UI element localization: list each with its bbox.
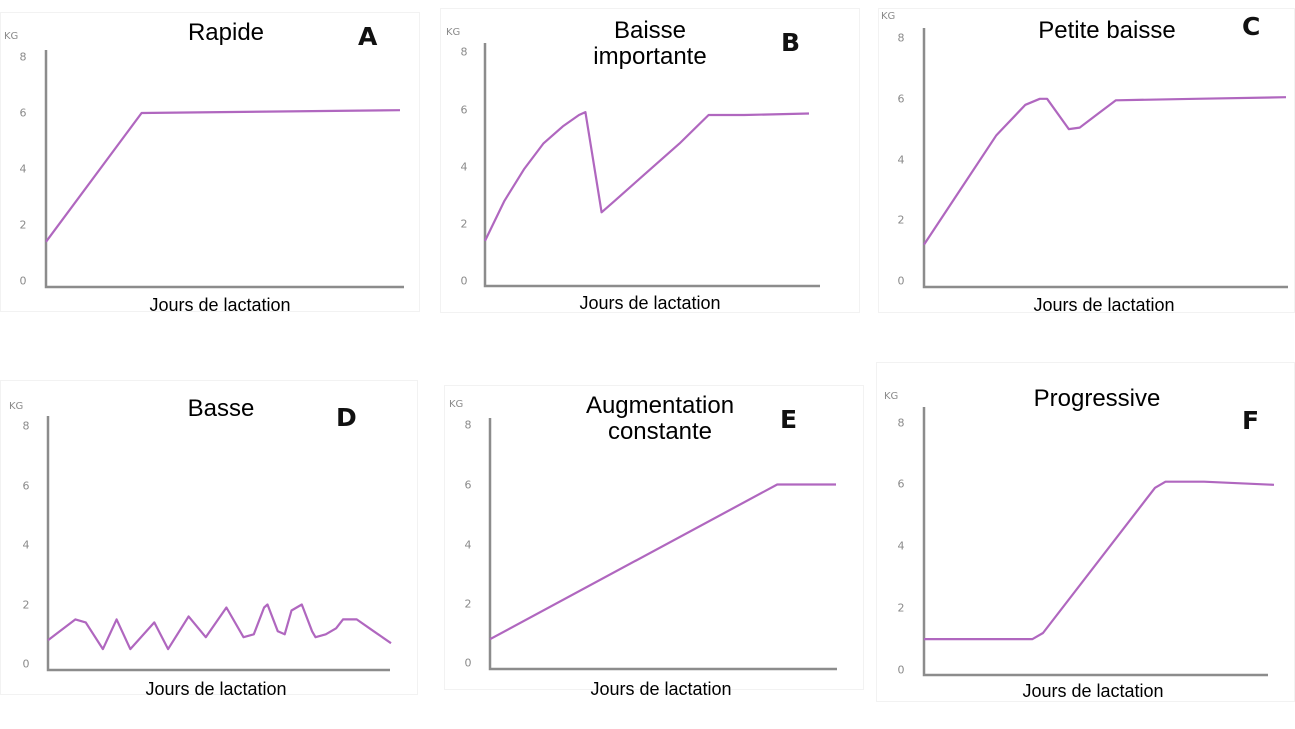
y-tick: 6	[460, 103, 468, 117]
y-tick: 8	[897, 31, 905, 45]
line-series-e	[489, 483, 836, 641]
chart-letter-c: C	[1242, 12, 1261, 41]
y-tick: 2	[897, 213, 905, 227]
y-tick: 0	[19, 274, 27, 288]
x-axis-label-c: Jours de lactation	[1033, 295, 1175, 315]
y-tick: 6	[897, 477, 905, 491]
axes-f	[922, 407, 1268, 677]
y-tick: 2	[460, 217, 468, 231]
chart-letter-f: F	[1242, 406, 1260, 435]
line-series-a	[45, 109, 401, 243]
chart-title-e-line2: constante	[607, 418, 713, 445]
line-series-b	[484, 110, 810, 242]
y-tick: 4	[22, 538, 30, 552]
y-tick: 2	[897, 601, 905, 615]
y-unit-label-b: KG	[446, 27, 461, 38]
y-tick: 8	[464, 418, 472, 432]
axes-c	[922, 28, 1288, 289]
y-tick: 0	[460, 274, 468, 288]
chart-letter-b: B	[781, 28, 801, 57]
chart-title-b: Baisse importante	[560, 18, 740, 70]
y-tick: 0	[464, 656, 472, 670]
chart-title-f: Progressive	[1033, 385, 1161, 412]
axes-e	[488, 418, 837, 671]
y-tick: 6	[22, 479, 30, 493]
x-axis-label-d: Jours de lactation	[145, 679, 287, 699]
x-axis-label-e: Jours de lactation	[590, 679, 732, 699]
axes-a	[44, 50, 404, 289]
chart-title-b-line1: Baisse	[613, 17, 687, 44]
y-unit-label-e: KG	[449, 399, 464, 410]
y-tick: 6	[19, 106, 27, 120]
y-tick: 0	[897, 663, 905, 677]
chart-title-c: Petite baisse	[1038, 17, 1176, 44]
y-tick: 2	[22, 598, 30, 612]
y-tick: 2	[19, 218, 27, 232]
y-tick: 8	[460, 45, 468, 59]
chart-panel-f	[876, 362, 1295, 702]
y-tick: 8	[897, 416, 905, 430]
y-tick: 8	[22, 419, 30, 433]
y-tick: 4	[897, 539, 905, 553]
chart-panel-a	[0, 12, 420, 312]
chart-title-e-line1: Augmentation	[585, 392, 735, 419]
x-axis-label-a: Jours de lactation	[149, 295, 291, 315]
x-axis-label-f: Jours de lactation	[1022, 681, 1164, 701]
y-tick: 4	[19, 162, 27, 176]
y-tick: 0	[22, 657, 30, 671]
chart-letter-e: E	[780, 405, 798, 434]
chart-panel-c	[878, 8, 1295, 313]
y-unit-label-f: KG	[884, 391, 899, 402]
axes-d	[46, 416, 390, 672]
y-tick: 4	[897, 153, 905, 167]
line-series-d	[47, 603, 392, 651]
line-series-c	[923, 96, 1287, 246]
chart-panel-d	[0, 380, 418, 695]
chart-panel-e	[444, 385, 864, 690]
chart-title-d: Basse	[187, 395, 255, 422]
y-tick: 8	[19, 50, 27, 64]
y-tick: 0	[897, 274, 905, 288]
y-unit-label-d: KG	[9, 401, 24, 412]
chart-panel-b	[440, 8, 860, 313]
line-series-f	[924, 480, 1275, 641]
y-tick: 4	[464, 538, 472, 552]
chart-letter-a: A	[358, 22, 378, 51]
chart-title-b-line2: importante	[593, 43, 707, 70]
y-tick: 6	[897, 92, 905, 106]
y-unit-label-c: KG	[881, 11, 896, 22]
chart-title-e: Augmentation constante	[570, 393, 750, 445]
y-unit-label-a: KG	[4, 31, 19, 42]
y-tick: 6	[464, 478, 472, 492]
y-tick: 2	[464, 597, 472, 611]
chart-title-a: Rapide	[187, 19, 265, 46]
chart-letter-d: D	[336, 403, 357, 432]
x-axis-label-b: Jours de lactation	[579, 293, 721, 313]
y-tick: 4	[460, 160, 468, 174]
axes-b	[483, 43, 820, 288]
